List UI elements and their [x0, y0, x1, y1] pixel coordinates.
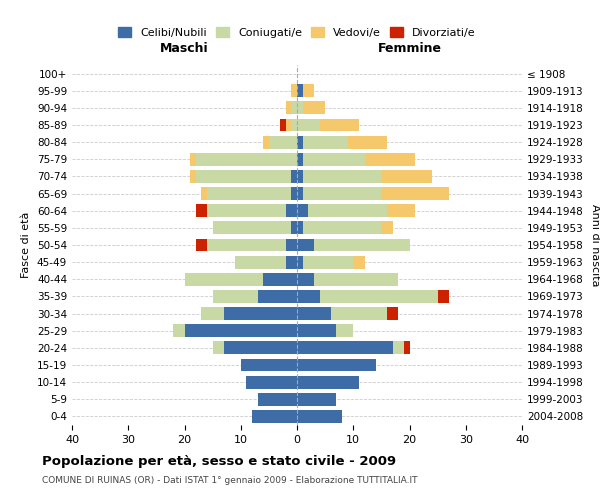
Bar — [280, 118, 286, 132]
Bar — [263, 136, 269, 148]
Y-axis label: Anni di nascita: Anni di nascita — [590, 204, 600, 286]
Bar — [382, 222, 392, 234]
Bar — [297, 136, 302, 148]
Bar — [297, 273, 314, 285]
Bar — [190, 153, 196, 166]
Bar — [212, 290, 257, 303]
Bar — [292, 102, 297, 114]
Bar — [292, 222, 297, 234]
Bar — [297, 187, 302, 200]
Bar — [286, 102, 292, 114]
Bar — [212, 222, 292, 234]
Bar — [297, 410, 342, 423]
Bar — [297, 153, 302, 166]
Bar — [302, 222, 382, 234]
Bar — [224, 307, 297, 320]
Bar — [297, 324, 337, 337]
Bar — [297, 102, 302, 114]
Bar — [382, 187, 449, 200]
Bar — [263, 273, 297, 285]
Text: COMUNE DI RUINAS (OR) - Dati ISTAT 1° gennaio 2009 - Elaborazione TUTTITALIA.IT: COMUNE DI RUINAS (OR) - Dati ISTAT 1° ge… — [42, 476, 418, 485]
Bar — [235, 256, 286, 268]
Bar — [185, 273, 263, 285]
Bar — [173, 324, 185, 337]
Bar — [190, 170, 196, 183]
Bar — [241, 358, 297, 372]
Bar — [302, 170, 382, 183]
Bar — [297, 222, 302, 234]
Bar — [297, 290, 320, 303]
Bar — [302, 84, 314, 97]
Bar — [292, 118, 297, 132]
Bar — [292, 170, 297, 183]
Bar — [207, 204, 286, 217]
Bar — [286, 238, 297, 252]
Bar — [365, 153, 415, 166]
Bar — [353, 256, 365, 268]
Bar — [297, 393, 337, 406]
Bar — [286, 204, 297, 217]
Bar — [302, 102, 325, 114]
Text: Popolazione per età, sesso e stato civile - 2009: Popolazione per età, sesso e stato civil… — [42, 455, 396, 468]
Bar — [302, 187, 382, 200]
Bar — [257, 290, 297, 303]
Bar — [297, 238, 314, 252]
Bar — [269, 136, 297, 148]
Text: Maschi: Maschi — [160, 42, 209, 54]
Text: Femmine: Femmine — [377, 42, 442, 54]
Y-axis label: Fasce di età: Fasce di età — [22, 212, 31, 278]
Bar — [382, 170, 432, 183]
Bar — [297, 84, 302, 97]
Bar — [297, 118, 320, 132]
Bar — [392, 342, 404, 354]
Bar — [314, 238, 409, 252]
Bar — [207, 238, 286, 252]
Bar — [308, 204, 387, 217]
Bar — [297, 256, 302, 268]
Bar — [212, 342, 224, 354]
Bar — [331, 307, 387, 320]
Bar — [196, 153, 297, 166]
Bar — [302, 136, 347, 148]
Bar — [185, 324, 297, 337]
Bar — [202, 187, 207, 200]
Bar — [207, 187, 292, 200]
Bar — [297, 358, 376, 372]
Bar — [286, 256, 297, 268]
Bar — [286, 118, 292, 132]
Bar — [292, 187, 297, 200]
Bar — [347, 136, 387, 148]
Bar — [297, 376, 359, 388]
Bar — [320, 118, 359, 132]
Bar — [314, 273, 398, 285]
Bar — [292, 84, 297, 97]
Bar — [387, 307, 398, 320]
Bar — [196, 204, 207, 217]
Bar — [252, 410, 297, 423]
Bar — [320, 290, 437, 303]
Bar — [257, 393, 297, 406]
Bar — [202, 307, 224, 320]
Legend: Celibi/Nubili, Coniugati/e, Vedovi/e, Divorziati/e: Celibi/Nubili, Coniugati/e, Vedovi/e, Di… — [115, 24, 479, 41]
Bar — [224, 342, 297, 354]
Bar — [302, 153, 365, 166]
Bar — [297, 342, 392, 354]
Bar — [297, 307, 331, 320]
Bar — [196, 170, 292, 183]
Bar — [302, 256, 353, 268]
Bar — [297, 204, 308, 217]
Bar — [247, 376, 297, 388]
Bar — [337, 324, 353, 337]
Bar — [404, 342, 409, 354]
Bar — [297, 170, 302, 183]
Bar — [387, 204, 415, 217]
Bar — [196, 238, 207, 252]
Bar — [437, 290, 449, 303]
